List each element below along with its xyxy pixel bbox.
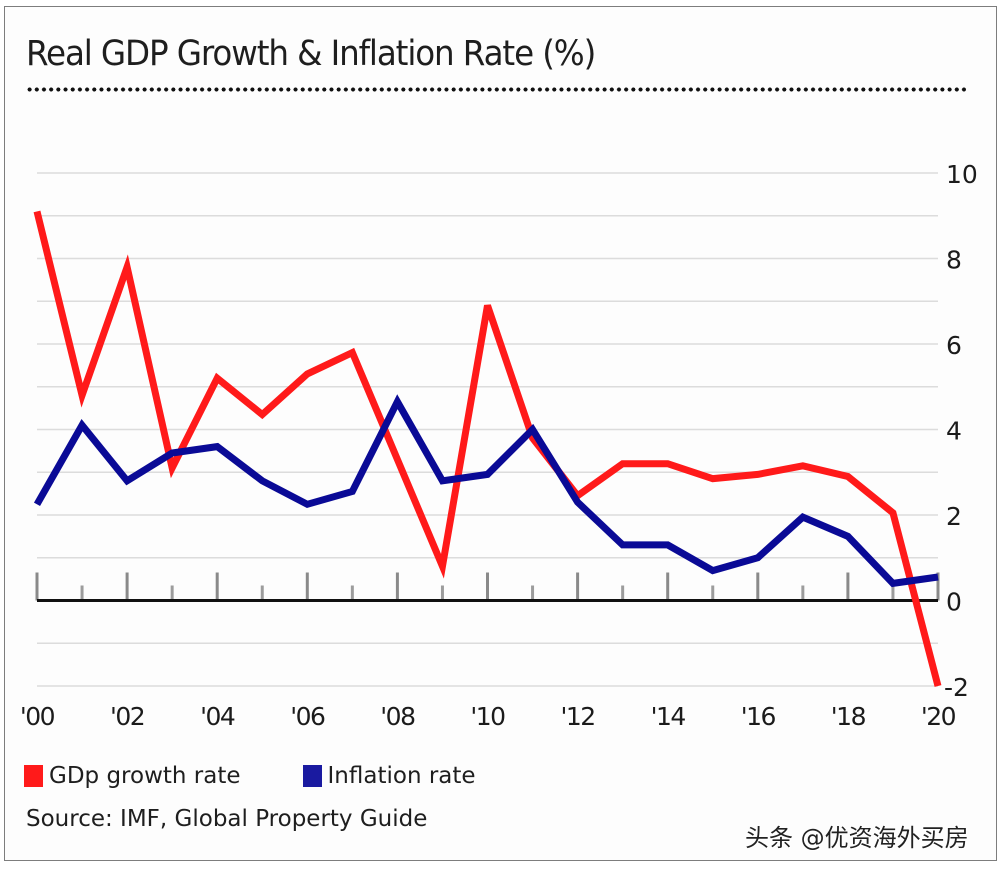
watermark: 头条 @优资海外买房 [745, 824, 969, 852]
x-tick-label: '10 [470, 702, 505, 731]
legend: GDp growth rate Inflation rate [24, 760, 538, 792]
legend-swatch-inflation [302, 765, 322, 787]
y-tick-label: 10 [946, 160, 978, 189]
legend-item-inflation: Inflation rate [302, 763, 476, 789]
legend-swatch-gdp [24, 765, 43, 787]
y-tick-label: 0 [946, 588, 962, 617]
legend-label-gdp: GDp growth rate [49, 763, 241, 789]
x-tick-label: '16 [741, 702, 776, 731]
x-axis-labels: '00 '02 '04 '06 '08 '10 '12 '14 '16 '18 '20 [20, 702, 957, 731]
gdp-growth-line [33, 210, 942, 687]
x-tick-label: '08 [380, 702, 415, 731]
gridlines [37, 172, 938, 687]
legend-item-gdp: GDp growth rate [24, 763, 241, 789]
x-tick-label: '14 [651, 702, 686, 731]
y-tick-label: 4 [946, 417, 962, 446]
x-axis-ticks [35, 572, 940, 601]
y-tick-label: 6 [946, 331, 962, 360]
legend-label-inflation: Inflation rate [327, 763, 476, 789]
series-lines [33, 210, 942, 687]
x-tick-label: '04 [200, 702, 235, 731]
chart-title: Real GDP Growth & Inflation Rate (%) [26, 34, 596, 74]
source-note: Source: IMF, Global Property Guide [26, 806, 428, 832]
y-tick-label: 2 [946, 502, 962, 531]
y-tick-label: -2 [944, 673, 969, 702]
x-tick-label: '12 [561, 702, 595, 731]
x-tick-label: '00 [20, 702, 55, 731]
x-tick-label: '18 [831, 702, 866, 731]
y-tick-label: 8 [946, 246, 962, 275]
x-tick-label: '20 [921, 702, 956, 731]
chart-frame [4, 6, 997, 861]
title-dotted-divider [26, 87, 966, 92]
y-axis-labels: 10 8 6 4 2 0 -2 [944, 160, 978, 702]
x-tick-label: '06 [290, 702, 325, 731]
x-tick-label: '02 [110, 702, 144, 731]
